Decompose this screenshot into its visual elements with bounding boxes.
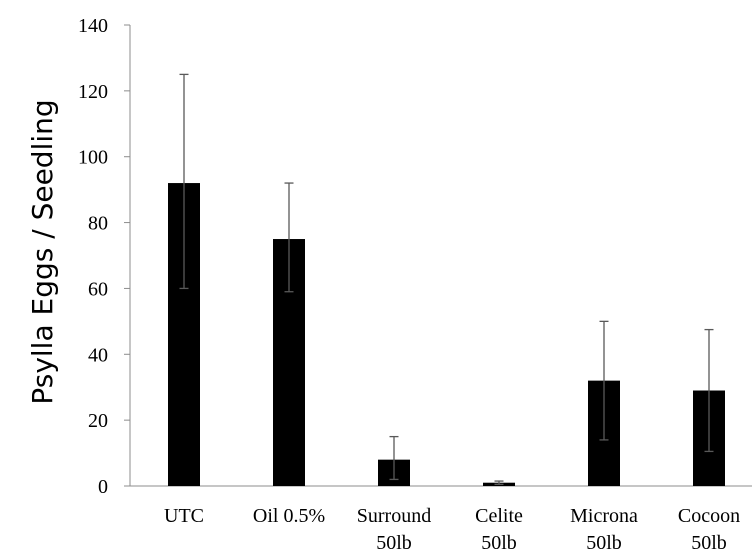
category-label-line: 50lb <box>376 532 412 554</box>
category-label-line: UTC <box>164 505 204 527</box>
y-tick-label: 140 <box>78 15 108 37</box>
category-label-line: Microna <box>570 505 638 527</box>
y-axis-title: Psylla Eggs / Seedling <box>26 99 59 404</box>
category-label: Oil 0.5% <box>253 505 325 527</box>
y-tick-label: 120 <box>78 81 108 103</box>
category-label: UTC <box>164 505 204 527</box>
category-label-line: Cocoon <box>678 505 740 527</box>
y-tick-label: 100 <box>78 147 108 169</box>
y-ticks: 0 20 40 60 80 100 120 140 <box>78 15 130 498</box>
y-tick-label: 0 <box>98 476 108 498</box>
category-label-line: Celite <box>475 505 523 527</box>
category-label: Microna 50lb <box>570 505 638 554</box>
axes <box>129 25 752 487</box>
bars <box>168 183 725 487</box>
y-tick-label: 20 <box>88 410 108 432</box>
error-bars <box>179 73 714 486</box>
y-tick-label: 60 <box>88 278 108 300</box>
category-label: Cocoon 50lb <box>678 505 740 554</box>
category-label: Celite 50lb <box>475 505 523 554</box>
category-label-line: Oil 0.5% <box>253 505 325 527</box>
category-label: Surround 50lb <box>357 505 431 554</box>
category-label-line: 50lb <box>691 532 727 554</box>
category-label-line: 50lb <box>481 532 517 554</box>
y-tick-label: 80 <box>88 213 108 235</box>
category-label-line: 50lb <box>586 532 622 554</box>
category-label-line: Surround <box>357 505 431 527</box>
y-tick-label: 40 <box>88 344 108 366</box>
